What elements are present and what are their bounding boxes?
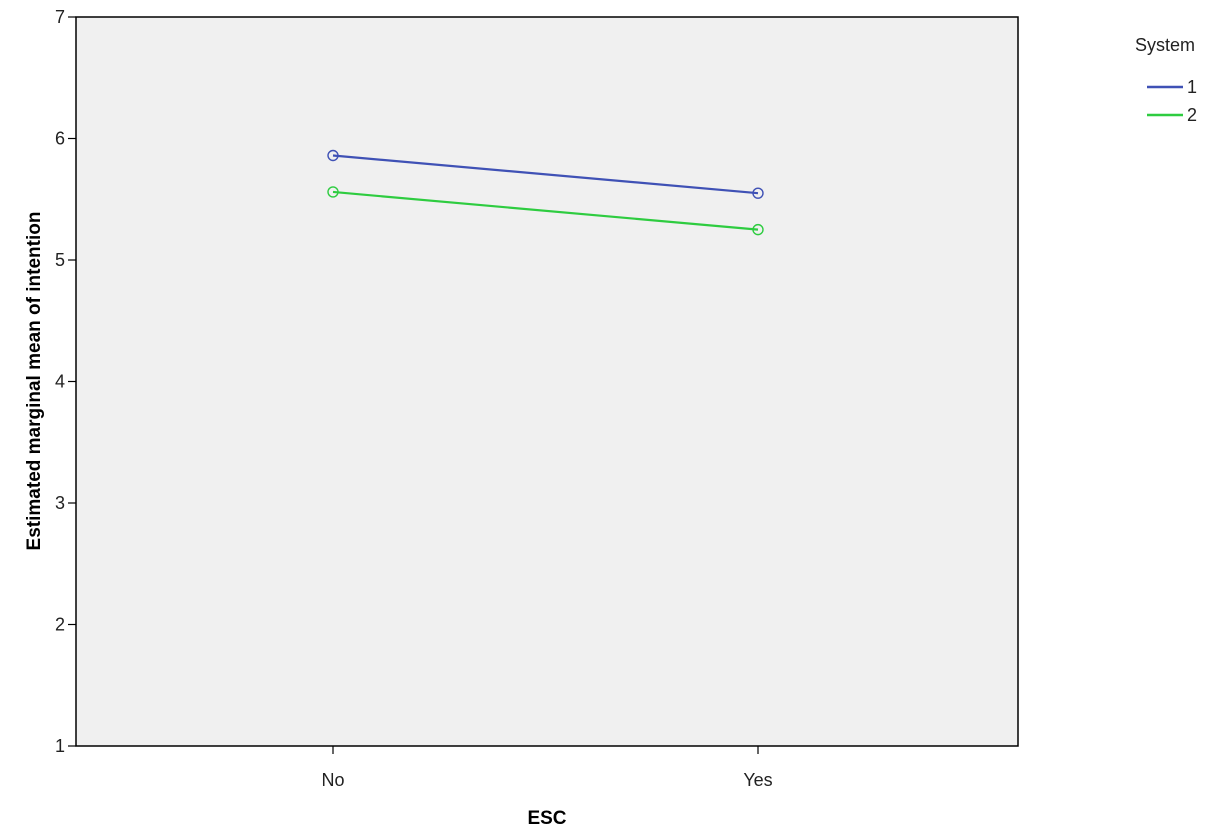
y-tick-label: 1 <box>55 736 65 756</box>
y-tick-label: 7 <box>55 7 65 27</box>
legend-title: System <box>1135 35 1195 55</box>
y-axis: 1 2 3 4 5 6 7 <box>55 7 76 756</box>
y-tick-label: 2 <box>55 615 65 635</box>
plot-area <box>75 16 1019 747</box>
y-tick-label: 6 <box>55 129 65 149</box>
x-axis: No Yes <box>321 746 773 790</box>
x-axis-title: ESC <box>527 808 566 829</box>
x-tick-label: No <box>321 770 344 790</box>
series-1-point <box>327 149 339 162</box>
y-axis-title: Estimated marginal mean of intention <box>24 212 45 551</box>
x-tick-label: Yes <box>743 770 772 790</box>
series-layer <box>327 149 764 236</box>
legend: System 1 2 <box>1135 35 1197 125</box>
series-1-point <box>752 187 764 199</box>
series-2-line <box>332 190 759 231</box>
legend-label-1: 1 <box>1187 77 1197 97</box>
series-2-point <box>752 223 764 236</box>
series-2-point <box>327 186 339 198</box>
y-tick-label: 3 <box>55 493 65 513</box>
y-tick-label: 4 <box>55 372 65 392</box>
legend-label-2: 2 <box>1187 105 1197 125</box>
series-1-line <box>332 154 759 195</box>
y-tick-label: 5 <box>55 250 65 270</box>
